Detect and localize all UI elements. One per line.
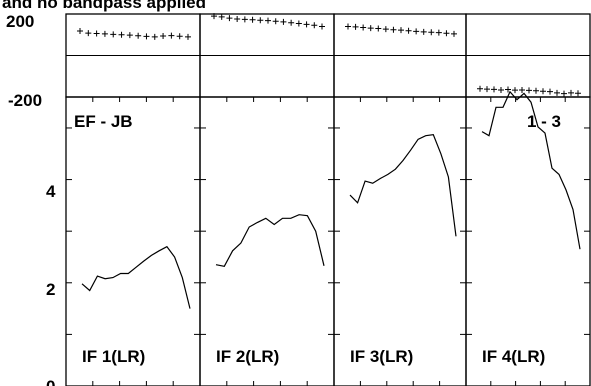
panel-3-phase-point	[352, 23, 359, 30]
panel-4-phase-point	[505, 86, 511, 93]
panel-4-phase-point	[477, 85, 483, 92]
panel-4-phase-point	[519, 86, 525, 93]
panel-4-phase-point	[491, 86, 497, 93]
panel-3: IF 3(LR)	[333, 13, 467, 386]
panel-3-label: IF 3(LR)	[350, 347, 413, 366]
panel-3-phase-point	[367, 25, 374, 32]
panel-1-phase-point	[135, 32, 142, 39]
panel-4-label: IF 4(LR)	[482, 347, 545, 366]
panel-4-phase-point	[547, 88, 553, 95]
panel-2-phase-point	[218, 13, 225, 20]
panel-3-phase-point	[420, 28, 427, 35]
panel-1-phase-point	[126, 32, 133, 39]
panel-1-amp-frame	[65, 96, 201, 386]
phase-tick-label-bottom: -200	[8, 91, 42, 110]
panel-1-phase-point	[101, 30, 108, 37]
panel-3-phase-point	[360, 24, 367, 31]
panel-2-phase-point	[249, 16, 256, 23]
panel-2-phase-point	[288, 19, 295, 26]
amp-tick-label-0: 0	[46, 377, 55, 386]
panel-3-amplitude-line	[349, 134, 457, 237]
panel-4-phase-point	[484, 86, 490, 93]
panel-4-phase-point	[533, 87, 539, 94]
panel-3-phase-point	[428, 29, 435, 36]
panel-4: IF 4(LR)	[465, 13, 591, 386]
panel-1-amplitude-line	[81, 245, 191, 309]
panel-4-amp-frame	[465, 96, 591, 386]
panel-3-amp-frame	[333, 96, 467, 386]
panel-3-phase-point	[451, 30, 457, 37]
baseline-label: EF - JB	[74, 112, 133, 131]
panel-1-phase-point	[143, 33, 150, 40]
panel-1-phase-point	[168, 32, 175, 39]
panel-2-phase-point	[241, 16, 248, 23]
panel-3-phase-point	[375, 25, 382, 32]
panel-1-phase-point	[93, 30, 100, 37]
panel-1-phase-point	[77, 28, 83, 35]
panel-3-phase-point	[443, 30, 450, 37]
panel-4-phase-point	[554, 89, 560, 96]
panel-2-phase-point	[311, 22, 318, 29]
panel-4-phase-point	[568, 89, 574, 96]
amp-tick-label-4: 4	[46, 182, 56, 201]
panel-2-phase-point	[226, 15, 233, 22]
panel-4-phase-point	[540, 88, 546, 95]
panel-4-phase-point	[512, 87, 518, 94]
panel-3-phase-point	[405, 27, 412, 34]
panel-2-phase-point	[234, 15, 241, 22]
panel-2-phase-point	[265, 17, 271, 24]
panel-2-phase-point	[257, 17, 264, 24]
panel-2: IF 2(LR)	[199, 13, 335, 386]
amp-tick-label-2: 2	[46, 280, 55, 299]
panel-1: IF 1(LR)	[65, 13, 201, 386]
panel-2-phase-point	[272, 18, 279, 25]
panel-2-amp-frame	[199, 96, 335, 386]
panel-1-phase-point	[85, 30, 92, 37]
panel-4-phase-point	[561, 90, 567, 97]
panel-1-phase-point	[176, 33, 183, 40]
panel-2-phase-point	[303, 21, 310, 28]
panel-3-phase-point	[435, 29, 442, 36]
phase-tick-label-top: 200	[6, 12, 34, 31]
panel-1-phase-point	[118, 31, 125, 38]
chart-title: and no bandpass applied	[2, 0, 206, 12]
panel-3-phase-point	[413, 28, 420, 35]
panel-1-phase-point	[185, 33, 191, 40]
panel-1-label: IF 1(LR)	[82, 347, 145, 366]
panel-2-phase-point	[319, 23, 325, 30]
panel-2-label: IF 2(LR)	[216, 347, 279, 366]
panel-4-phase-point	[498, 86, 504, 93]
panel-1-phase-point	[151, 33, 158, 40]
panel-1-phase-point	[160, 32, 167, 39]
panel-2-phase-point	[211, 13, 217, 20]
panel-4-amplitude-line	[481, 90, 581, 250]
panel-2-amplitude-line	[215, 214, 325, 267]
panel-3-phase-point	[345, 23, 351, 30]
panel-3-phase-point	[398, 27, 404, 34]
panel-2-phase-point	[295, 20, 302, 27]
panel-2-phase-point	[280, 18, 287, 25]
panel-4-phase-point	[526, 87, 532, 94]
panel-1-phase-point	[110, 31, 117, 38]
panel-3-phase-point	[382, 26, 389, 33]
panel-4-phase-point	[575, 90, 581, 97]
closure-label: 1 - 3	[527, 112, 561, 131]
panel-3-phase-point	[390, 26, 397, 33]
